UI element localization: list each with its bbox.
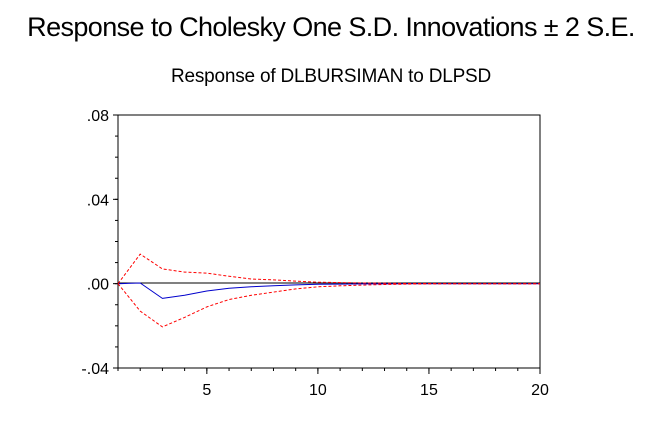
chart-subtitle: Response of DLBURSIMAN to DLPSD [170, 66, 492, 87]
y-tick-label: -.04 [81, 361, 109, 378]
plot-area [117, 114, 541, 369]
x-tick-label: 15 [420, 382, 438, 399]
chart-title: Response to Cholesky One S.D. Innovation… [27, 12, 635, 42]
plot-frame [117, 114, 541, 369]
y-axis: .08 .04 .00 -.04 [81, 108, 118, 378]
x-tick-label: 10 [309, 382, 327, 399]
series-layer [117, 253, 540, 328]
response-line [117, 282, 540, 299]
x-tick-label: 5 [202, 382, 211, 399]
y-tick-label: .00 [87, 277, 109, 294]
x-axis: 5 10 15 20 [117, 368, 549, 399]
y-tick-label: .04 [87, 192, 109, 209]
upper-band-line [117, 253, 540, 285]
lower-band-line [117, 283, 540, 328]
y-tick-label: .08 [87, 108, 109, 125]
x-tick-label: 20 [531, 382, 549, 399]
